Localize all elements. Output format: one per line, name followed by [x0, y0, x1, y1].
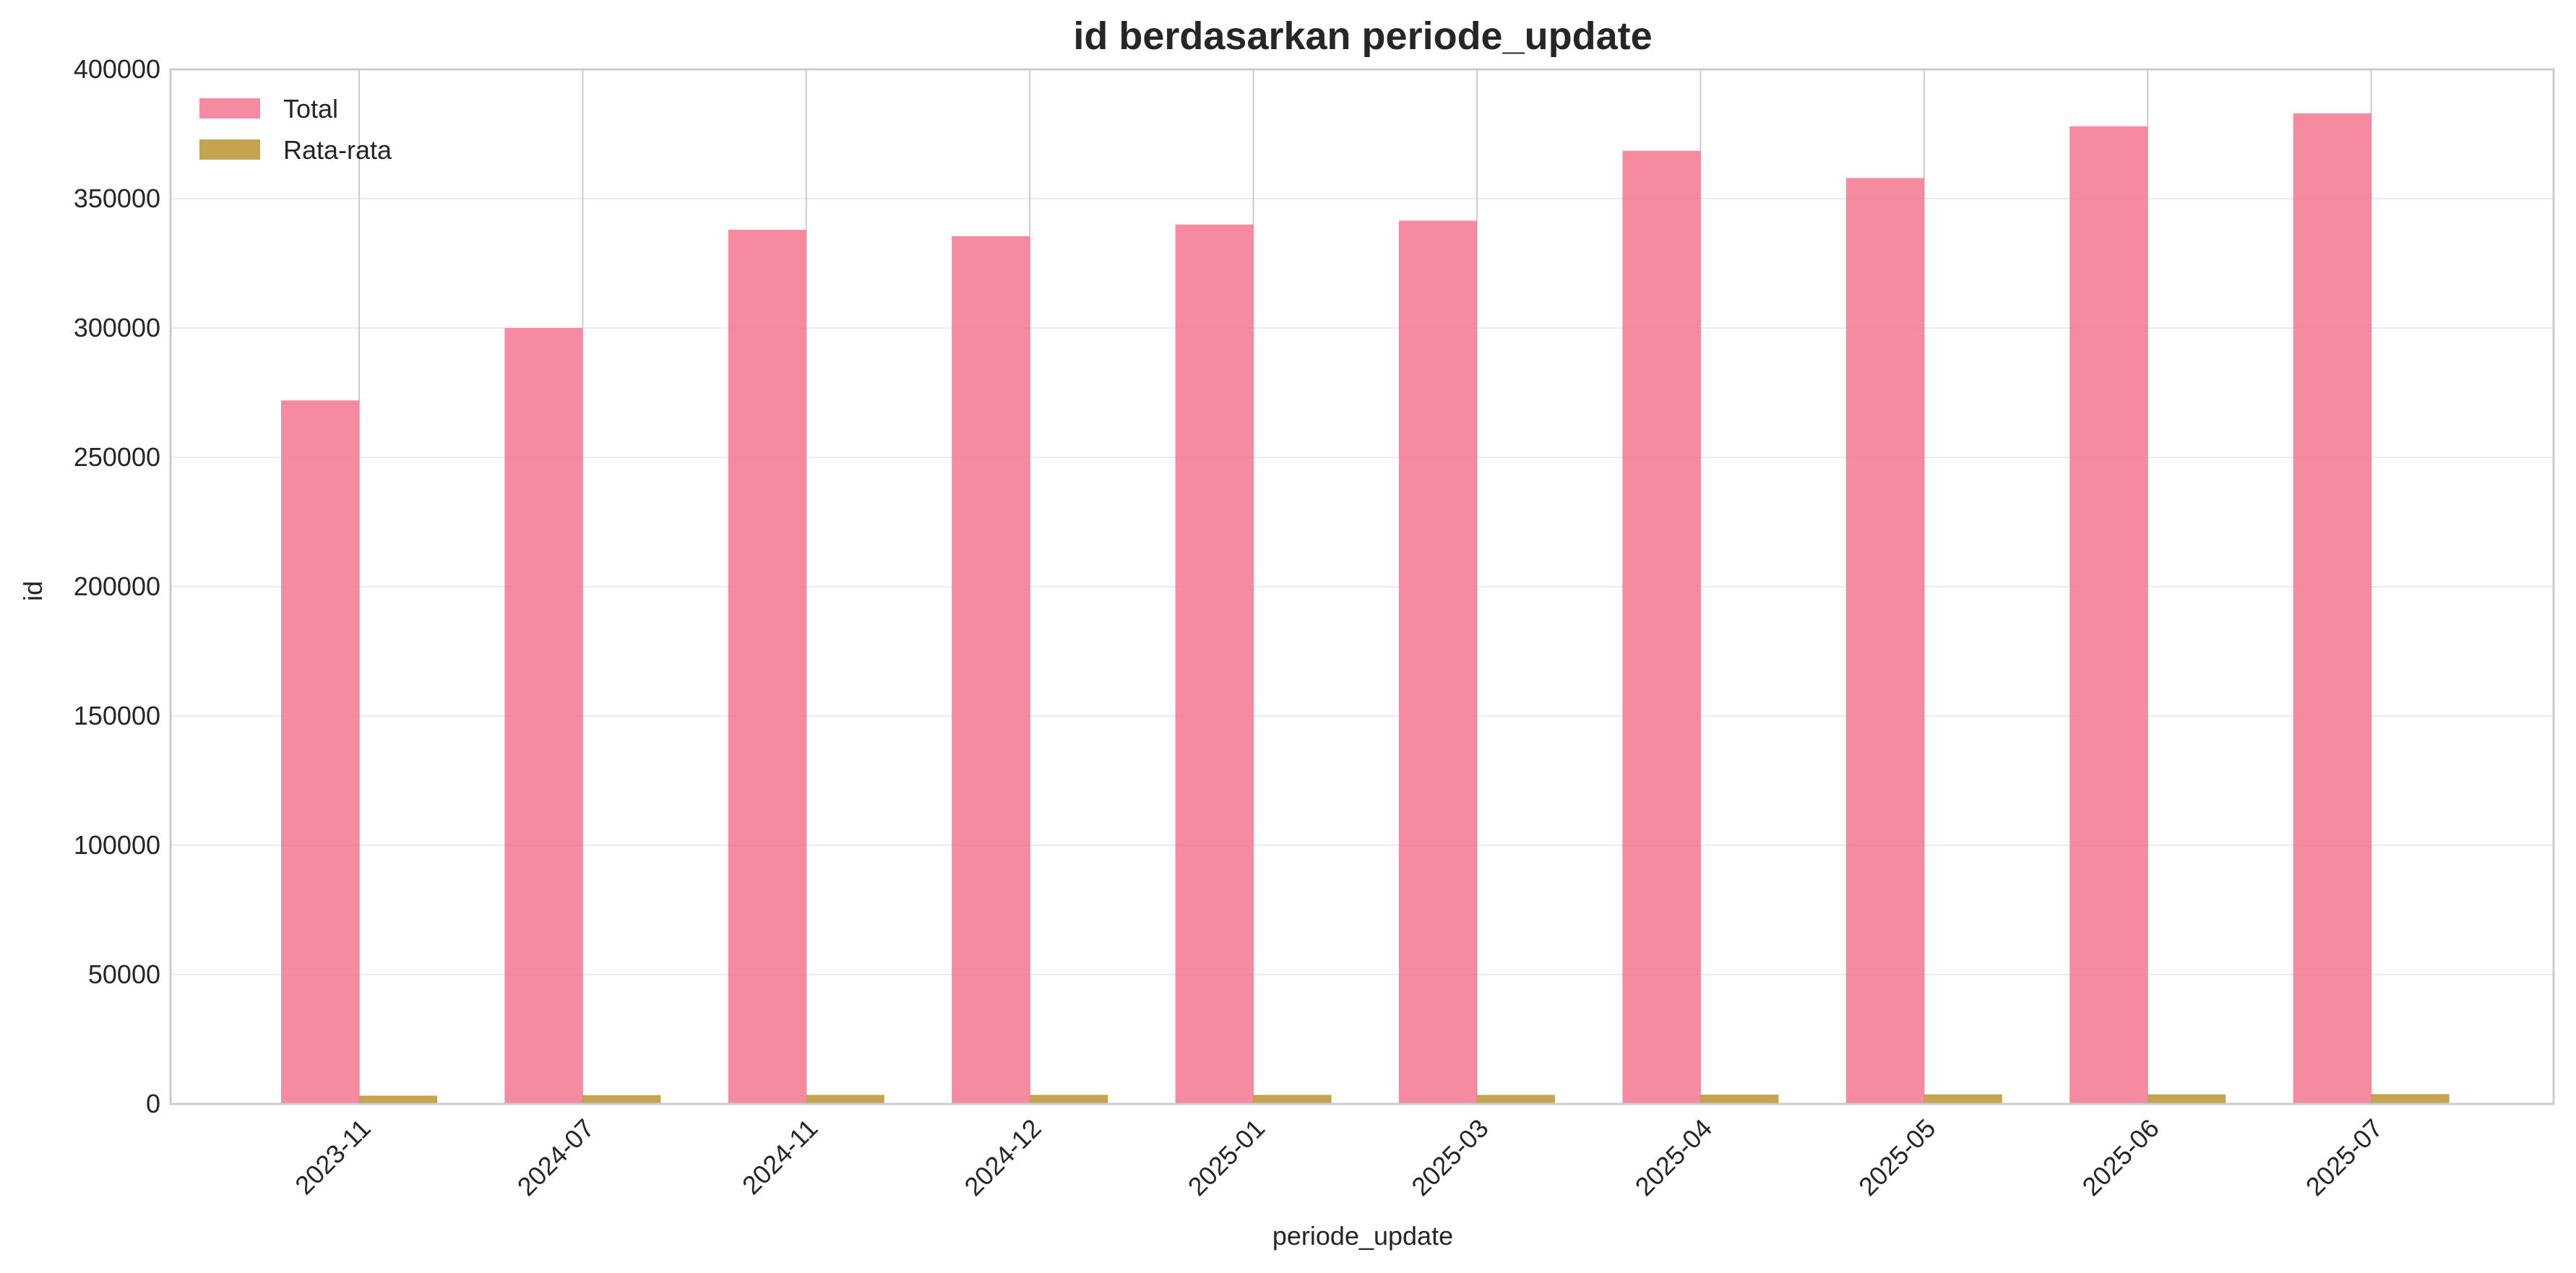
- bar-total-2025-03: [1399, 220, 1477, 1105]
- legend-label-total: Total: [283, 94, 338, 124]
- y-tick-label: 300000: [74, 313, 160, 342]
- plot-frame: [169, 68, 2555, 1105]
- bar-total-2025-06: [2069, 126, 2148, 1104]
- y-tick-label: 200000: [74, 571, 160, 601]
- bar-total-2025-01: [1175, 224, 1254, 1104]
- bar-total-2024-11: [728, 229, 806, 1105]
- legend-swatch-rata-rata: [199, 139, 260, 160]
- bar-rata-rata-2025-04: [1700, 1095, 1779, 1104]
- bar-total-2025-05: [1845, 178, 1924, 1105]
- legend-label-rata-rata: Rata-rata: [283, 135, 392, 165]
- bar-rata-rata-2025-06: [2148, 1094, 2226, 1104]
- bar-total-2024-07: [504, 328, 583, 1104]
- x-axis-label: periode_update: [1272, 1221, 1453, 1251]
- y-tick-label: 100000: [74, 830, 160, 860]
- bar-total-2024-12: [952, 236, 1030, 1104]
- y-tick-label: 350000: [74, 184, 160, 213]
- y-tick-label: 150000: [74, 701, 160, 730]
- y-tick-label: 400000: [74, 54, 160, 84]
- bar-rata-rata-2023-11: [359, 1095, 437, 1104]
- bar-rata-rata-2025-01: [1253, 1095, 1332, 1104]
- bar-rata-rata-2025-07: [2371, 1094, 2450, 1104]
- bars-layer: [281, 113, 2450, 1105]
- legend: Total Rata-rata: [199, 94, 392, 165]
- legend-swatch-total: [199, 98, 260, 118]
- bar-total-2023-11: [281, 400, 359, 1104]
- y-tick-label: 250000: [74, 442, 160, 472]
- y-tick-label: 0: [146, 1089, 160, 1118]
- bar-total-2025-04: [1622, 150, 1701, 1104]
- bar-rata-rata-2025-03: [1477, 1095, 1555, 1104]
- chart-title: id berdasarkan periode_update: [1073, 14, 1652, 58]
- bar-rata-rata-2024-11: [806, 1095, 884, 1104]
- bar-rata-rata-2024-12: [1030, 1095, 1108, 1104]
- bar-rata-rata-2025-05: [1924, 1094, 2002, 1104]
- y-tick-label: 50000: [88, 959, 160, 989]
- y-axis-label: id: [18, 581, 48, 601]
- bar-rata-rata-2024-07: [582, 1095, 661, 1104]
- bar-total-2025-07: [2293, 113, 2372, 1105]
